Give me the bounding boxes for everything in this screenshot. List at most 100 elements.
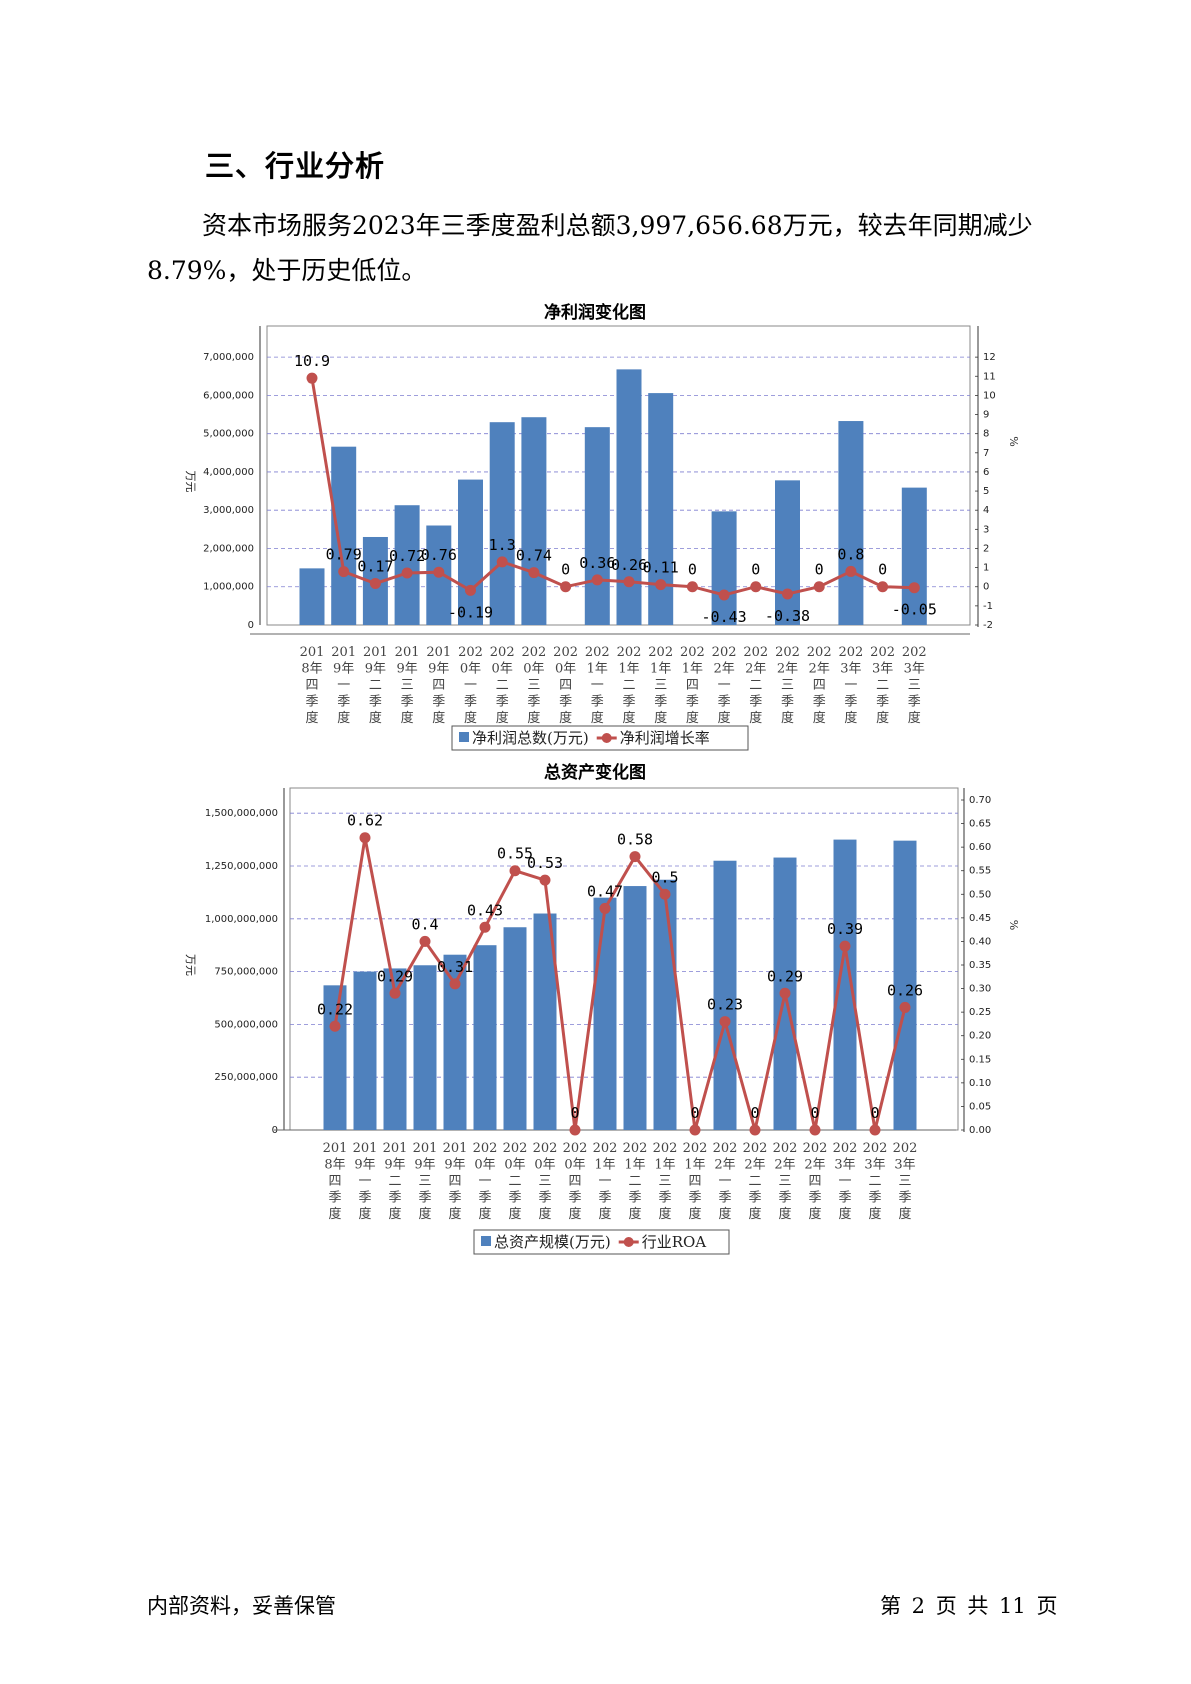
data-label: 0.29 [767,967,803,985]
y-tick-label: 3,000,000 [203,505,254,516]
x-tick-label-line: 度 [908,710,921,726]
bar [394,505,420,625]
x-tick-label-line: 202 [807,645,832,660]
y-tick-label: 500,000,000 [214,1019,278,1030]
x-tick-label-line: 季 [688,1191,701,1206]
x-tick-label-line: 1年 [587,662,608,677]
x-tick-label-line: 0年 [523,662,544,677]
legend-swatch-point [601,733,612,743]
x-tick-label-line: 一 [464,678,477,693]
x-tick-label-line: 季 [838,1191,851,1206]
y2-tick-label: 6 [983,467,989,478]
line-point [908,582,920,594]
y-tick-label: 5,000,000 [203,429,254,440]
bar [521,417,547,625]
x-tick-label-line: 201 [363,645,388,660]
y-axis-unit: 万元 [184,954,197,976]
x-tick-label-line: 2年 [774,1158,795,1173]
y2-tick-label: 9 [983,410,989,421]
x-tick-label-line: 一 [838,1174,851,1189]
x-tick-label-line: 季 [844,695,857,710]
y2-tick-label: 12 [983,352,996,363]
x-tick-label-line: 四 [688,1174,701,1189]
data-label: 0.55 [497,845,533,863]
x-tick-label-line: 202 [863,1141,888,1156]
x-tick-label-line: 季 [418,1191,431,1206]
x-tick-label-line: 季 [898,1191,911,1206]
legend: 净利润总数(万元) 净利润增长率 [451,725,749,751]
data-label: 0.58 [617,831,653,849]
bar [901,487,927,625]
line-point [401,567,413,579]
x-tick-label-line: 202 [458,645,483,660]
x-tick-label-line: 度 [622,710,635,726]
bar [713,860,737,1130]
x-tick-label-line: 度 [358,1206,371,1222]
x-tick-label: 202 3年三季度 [893,1141,918,1222]
y2-tick-label: 7 [983,448,989,459]
x-tick-label-line: 2年 [713,662,734,677]
x-tick-label-line: 202 [712,645,737,660]
data-label: 0.29 [377,967,413,985]
y2-tick-label: 5 [983,486,989,497]
bar [653,879,677,1130]
bar [893,840,917,1130]
x-tick-label-line: 四 [808,1174,821,1189]
data-label: 0.11 [643,559,679,577]
bar [383,968,407,1130]
data-label: 0.72 [389,547,425,565]
legend-label: 净利润总数(万元) [472,729,589,747]
line-point [369,577,381,589]
x-tick-label-line: 季 [496,695,509,710]
x-tick-label-line: 202 [593,1141,618,1156]
x-tick-label-line: 三 [418,1174,431,1189]
x-tick-label-line: 三 [908,678,921,693]
legend-label: 总资产规模(万元) [494,1233,611,1251]
bar [323,985,347,1130]
y-tick-label: 2,000,000 [203,543,254,554]
x-tick-label-line: 202 [648,645,673,660]
x-tick-label-line: 2年 [744,1158,765,1173]
data-label: 0.22 [317,1000,353,1018]
line-point [750,581,762,593]
legend: 总资产规模(万元) 行业ROA [473,1229,730,1255]
legend-label: 净利润增长率 [620,729,710,747]
line-point [623,576,635,588]
y2-tick-label: 11 [983,371,996,382]
x-tick-label-line: 季 [388,1191,401,1206]
x-tick-label-line: 二 [868,1174,881,1189]
x-tick-label-line: 度 [328,1206,341,1222]
x-tick-label-line: 三 [778,1174,791,1189]
x-tick-label-line: 3年 [894,1158,915,1173]
line-point [629,851,641,863]
y2-tick-label: 2 [983,543,989,554]
line-point [389,987,401,999]
y2-tick-label: 8 [983,429,989,440]
data-label: 0 [570,1104,579,1122]
x-tick-label-line: 9年 [384,1158,405,1173]
x-tick-label-line: 度 [876,710,889,726]
x-tick-label-line: 202 [773,1141,798,1156]
x-tick-label-line: 度 [838,1206,851,1222]
x-tick-label-line: 三 [781,678,794,693]
line-point [465,584,476,596]
x-tick-label-line: 度 [559,710,572,726]
data-label: -0.38 [765,607,810,625]
legend-box [473,1229,730,1255]
x-tick-label-line: 202 [490,645,515,660]
data-label: 0 [870,1104,879,1122]
x-tick-label-line: 季 [337,695,350,710]
x-tick-label-line: 度 [686,710,699,726]
y2-axis-unit: % [1007,436,1020,446]
x-tick-label-line: 四 [432,678,445,693]
line-point [659,888,671,900]
